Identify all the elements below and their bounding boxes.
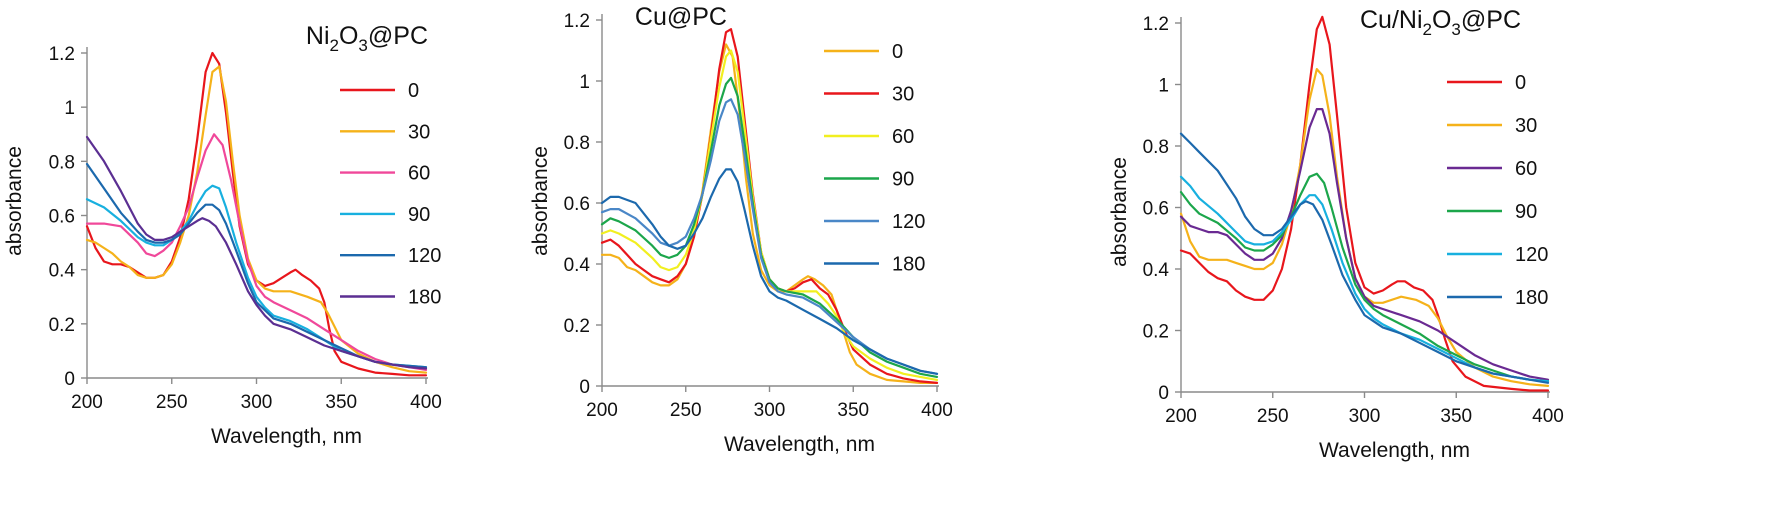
y-tick-label: 0 <box>579 377 590 398</box>
legend-label: 120 <box>408 245 441 267</box>
y-axis-label: absorbance <box>3 146 26 256</box>
legend-label: 30 <box>892 84 914 106</box>
series-line-60 <box>600 49 939 381</box>
series-line-120 <box>600 98 939 375</box>
legend-label: 90 <box>892 169 914 191</box>
series-line-90 <box>1179 172 1550 383</box>
y-tick-label: 1 <box>1158 76 1169 97</box>
legend-label: 120 <box>892 211 925 233</box>
legend-label: 60 <box>408 163 430 185</box>
x-tick-label: 250 <box>670 400 702 421</box>
y-tick-label: 1.2 <box>49 44 75 65</box>
legend-label: 0 <box>892 41 903 63</box>
legend-label: 0 <box>1515 72 1526 94</box>
x-tick-label: 200 <box>1165 406 1197 427</box>
series-line-180 <box>85 135 428 370</box>
y-tick-label: 1 <box>579 72 590 93</box>
series-line-90 <box>600 76 939 378</box>
x-tick-label: 350 <box>1440 406 1472 427</box>
x-tick-label: 400 <box>921 400 953 421</box>
y-tick-label: 1.2 <box>1143 14 1169 35</box>
series-line-0 <box>1179 15 1550 392</box>
legend-label: 180 <box>892 254 925 276</box>
x-axis-label: Wavelength, nm <box>211 425 362 448</box>
y-tick-label: 0 <box>64 369 75 390</box>
legend-label: 60 <box>892 126 914 148</box>
series-line-180 <box>1179 132 1550 384</box>
x-tick-label: 300 <box>754 400 786 421</box>
y-tick-label: 0 <box>1158 383 1169 404</box>
chart-title: Cu@PC <box>635 3 727 31</box>
series-line-60 <box>1179 108 1550 381</box>
legend-label: 180 <box>408 287 441 309</box>
y-tick-label: 0.8 <box>1143 137 1169 158</box>
x-tick-label: 250 <box>1257 406 1289 427</box>
x-tick-label: 400 <box>1532 406 1564 427</box>
y-tick-label: 0.2 <box>49 315 75 336</box>
y-tick-label: 0.2 <box>1143 322 1169 343</box>
x-tick-label: 350 <box>837 400 869 421</box>
x-axis-label: Wavelength, nm <box>1319 439 1470 462</box>
x-tick-label: 300 <box>241 392 273 413</box>
legend-label: 0 <box>408 80 419 102</box>
legend-label: 120 <box>1515 244 1548 266</box>
series-line-180 <box>600 168 939 375</box>
y-tick-label: 1.2 <box>564 11 590 32</box>
y-axis-label: absorbance <box>529 146 552 256</box>
series-line-30 <box>600 28 939 384</box>
x-tick-label: 250 <box>156 392 188 413</box>
y-tick-label: 0.6 <box>564 194 590 215</box>
x-axis-label: Wavelength, nm <box>724 433 875 456</box>
y-tick-label: 0.8 <box>49 152 75 173</box>
legend-label: 30 <box>1515 115 1537 137</box>
chart-title: Ni2O3@PC <box>306 22 428 55</box>
y-axis-label: absorbance <box>1108 157 1131 267</box>
x-tick-label: 350 <box>325 392 357 413</box>
series-line-60 <box>85 133 428 371</box>
x-tick-label: 200 <box>586 400 618 421</box>
x-tick-label: 200 <box>71 392 103 413</box>
y-tick-label: 0.6 <box>1143 199 1169 220</box>
x-tick-label: 400 <box>410 392 442 413</box>
y-tick-label: 0.8 <box>564 133 590 154</box>
series-line-0 <box>600 43 939 384</box>
legend-label: 60 <box>1515 158 1537 180</box>
y-tick-label: 0.4 <box>49 261 76 282</box>
y-tick-label: 0.6 <box>49 207 75 228</box>
legend-label: 90 <box>1515 201 1537 223</box>
y-tick-label: 0.2 <box>564 316 590 337</box>
series-line-30 <box>85 65 428 374</box>
y-tick-label: 0.4 <box>1143 260 1170 281</box>
series-line-120 <box>85 162 428 369</box>
chart-title: Cu/Ni2O3@PC <box>1360 6 1521 39</box>
x-tick-label: 300 <box>1349 406 1381 427</box>
legend-label: 30 <box>408 121 430 143</box>
series-line-120 <box>1179 175 1550 383</box>
y-tick-label: 0.4 <box>564 255 591 276</box>
legend-label: 90 <box>408 204 430 226</box>
y-tick-label: 1 <box>64 98 75 119</box>
series-line-30 <box>1179 68 1550 387</box>
legend-label: 180 <box>1515 287 1548 309</box>
